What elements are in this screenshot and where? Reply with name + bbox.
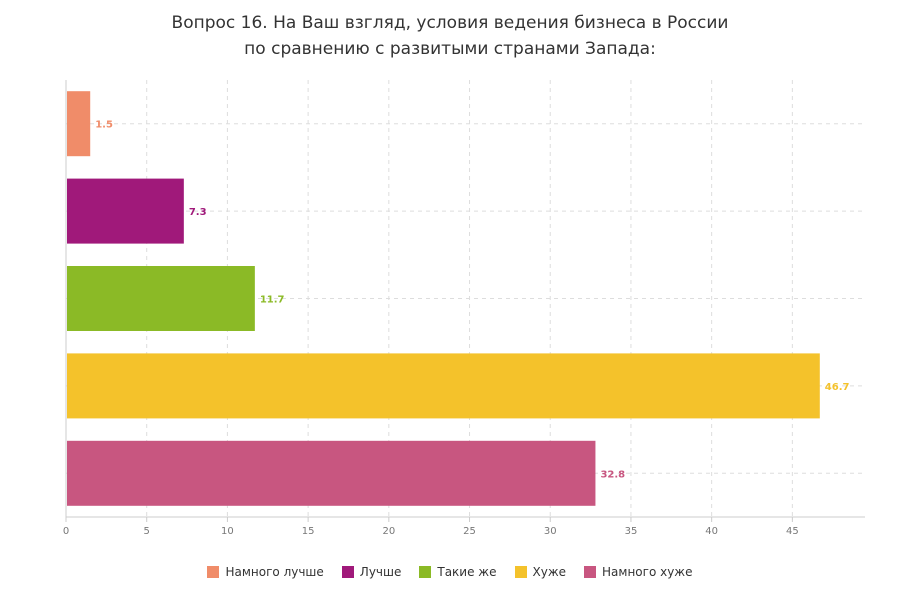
x-tick-label: 25 <box>463 526 476 537</box>
legend-swatch <box>514 566 527 578</box>
bar-value-label: 11.7 <box>260 295 285 306</box>
x-tick-label: 20 <box>382 526 395 537</box>
legend-swatch <box>584 566 597 578</box>
x-tick-label: 35 <box>625 526 638 537</box>
x-tick-label: 15 <box>302 526 315 537</box>
legend-label: Хуже <box>532 565 567 579</box>
legend-item[interactable]: Намного лучше <box>207 565 324 579</box>
legend-label: Лучше <box>359 565 402 579</box>
legend-label: Намного хуже <box>602 565 693 579</box>
bar-3 <box>67 266 255 331</box>
legend-swatch <box>341 566 354 578</box>
x-tick-label: 30 <box>544 526 557 537</box>
legend-item[interactable]: Хуже <box>514 565 567 579</box>
bar-2 <box>67 178 184 244</box>
legend-label: Такие же <box>437 565 497 579</box>
legend-swatch <box>207 566 220 578</box>
bar-value-label: 46.7 <box>825 382 850 393</box>
bar-value-label: 32.8 <box>600 469 625 480</box>
legend-item[interactable]: Такие же <box>419 565 497 579</box>
bar-value-label: 1.5 <box>95 120 113 131</box>
bar-5 <box>67 440 596 506</box>
chart-title-line-2: по сравнению с развитыми странами Запада… <box>244 39 656 59</box>
x-tick-label: 10 <box>221 526 234 537</box>
x-tick-label: 5 <box>144 526 150 537</box>
chart-title: Вопрос 16. На Ваш взгляд, условия ведени… <box>0 10 900 62</box>
legend-swatch <box>419 566 432 578</box>
bar-4 <box>67 353 820 419</box>
x-tick-label: 45 <box>786 526 799 537</box>
bar-value-label: 7.3 <box>189 207 207 218</box>
legend-label: Намного лучше <box>225 565 324 579</box>
legend: Намного лучше Лучше Такие же Хуже Намного ху… <box>0 565 900 579</box>
chart-title-line-1: Вопрос 16. На Ваш взгляд, условия ведени… <box>171 13 729 33</box>
x-tick-label: 0 <box>63 526 69 537</box>
x-tick-label: 40 <box>705 526 718 537</box>
legend-item[interactable]: Намного хуже <box>584 565 693 579</box>
bar-1 <box>67 91 91 157</box>
legend-item[interactable]: Лучше <box>341 565 402 579</box>
